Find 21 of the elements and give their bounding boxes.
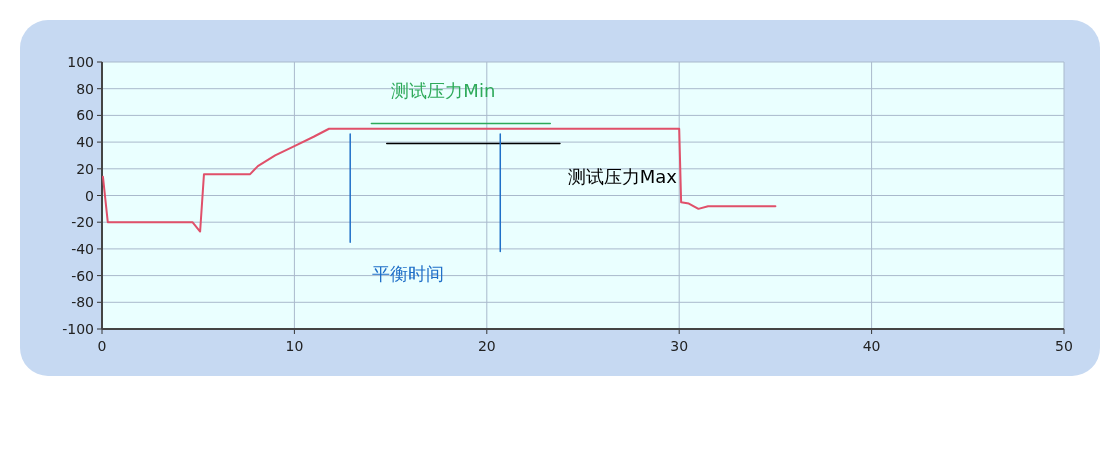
x-tick-label: 40 xyxy=(862,338,881,354)
y-tick-label: 40 xyxy=(76,134,94,151)
y-tick-label: 80 xyxy=(76,80,94,97)
x-tick-label: 0 xyxy=(97,338,107,354)
x-tick-label: 50 xyxy=(1055,338,1073,354)
x-tick-label: 10 xyxy=(285,338,304,354)
y-tick-label: -100 xyxy=(62,321,94,337)
x-tick-label: 30 xyxy=(670,338,689,354)
y-tick-label: -60 xyxy=(71,267,94,284)
series-label: 测试压力Min xyxy=(391,80,496,102)
y-tick-label: 60 xyxy=(76,107,94,124)
y-tick-label: 20 xyxy=(76,160,94,177)
y-tick-label: 0 xyxy=(85,187,94,204)
line-series xyxy=(101,127,777,233)
series-label: 平衡时间 xyxy=(372,263,445,285)
series-label: 测试压力Max xyxy=(567,166,678,188)
y-tick-label: -80 xyxy=(71,294,94,311)
y-tick-label: -40 xyxy=(71,240,94,257)
y-tick-label: 100 xyxy=(67,54,94,70)
y-tick-label: -20 xyxy=(71,214,94,231)
x-tick-label: 20 xyxy=(477,338,496,354)
